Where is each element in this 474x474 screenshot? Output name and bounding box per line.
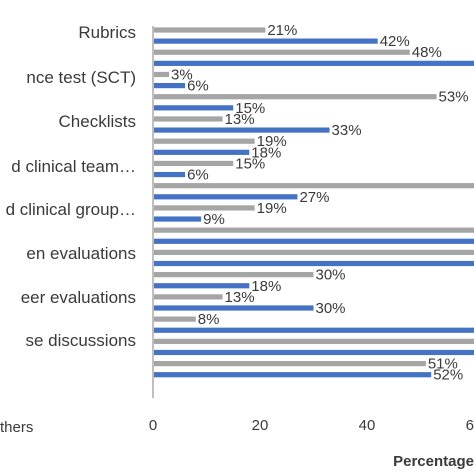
bar-10 — [153, 127, 330, 133]
data-label-5: 3% — [171, 66, 193, 83]
category-labels-layer: Rubrics nce test (SCT) Checklists d clinica… — [0, 23, 136, 436]
data-label-9: 13% — [225, 111, 255, 128]
data-label-13: 15% — [235, 155, 265, 172]
category-label-7: eer evaluations — [21, 288, 136, 307]
data-label-11: 19% — [257, 133, 287, 150]
data-label-8: 15% — [235, 100, 265, 117]
data-label-23: 30% — [316, 267, 346, 284]
bar-5 — [153, 71, 170, 78]
bar-2 — [153, 38, 378, 44]
bar-17 — [153, 205, 255, 211]
category-label-6: en evaluations — [26, 244, 136, 263]
bar-14 — [153, 171, 186, 178]
bars-layer — [153, 27, 474, 378]
data-label-10: 33% — [332, 122, 362, 139]
bar-20 — [153, 238, 474, 244]
data-label-3: 48% — [412, 44, 442, 61]
tick-labels-layer: 0 20 40 60 — [149, 417, 474, 434]
bar-30 — [153, 349, 474, 356]
category-label-8: se discussions — [25, 331, 136, 350]
category-label-9: thers — [0, 419, 33, 436]
data-labels-layer: 21%42%48%3%6%53%15%13%33%19%18%15%6%27%1… — [171, 22, 469, 384]
bar-3 — [153, 49, 410, 55]
data-label-32: 52% — [433, 367, 463, 384]
bar-11 — [153, 138, 255, 144]
bar-25 — [153, 294, 223, 300]
data-label-1: 21% — [267, 22, 297, 39]
bar-21 — [153, 249, 474, 255]
x-tick-label-20: 20 — [252, 417, 269, 434]
data-label-7: 53% — [439, 89, 469, 106]
bar-8 — [153, 105, 234, 111]
data-label-17: 19% — [257, 200, 287, 217]
data-label-12: 18% — [251, 144, 281, 161]
data-label-6: 6% — [187, 78, 209, 95]
bar-26 — [153, 305, 314, 311]
data-label-24: 18% — [251, 278, 281, 295]
data-label-14: 6% — [187, 167, 209, 184]
category-label-3: Checklists — [59, 112, 136, 131]
x-tick-label-40: 40 — [359, 417, 376, 434]
bar-28 — [153, 327, 474, 333]
data-label-18: 9% — [203, 211, 225, 228]
x-tick-label-0: 0 — [149, 417, 157, 434]
category-label-4: d clinical team… — [11, 157, 136, 176]
x-axis-title: Percentage — [393, 453, 474, 470]
bar-15 — [153, 183, 474, 189]
bar-24 — [153, 283, 250, 289]
bar-9 — [153, 116, 223, 122]
bar-16 — [153, 194, 298, 200]
bar-19 — [153, 227, 474, 233]
data-label-2: 42% — [380, 33, 410, 50]
bar-29 — [153, 338, 474, 344]
bar-18 — [153, 216, 202, 222]
data-label-27: 8% — [198, 311, 220, 328]
bar-6 — [153, 83, 186, 89]
bar-23 — [153, 272, 314, 278]
bar-13 — [153, 160, 234, 167]
bar-27 — [153, 316, 196, 322]
data-label-25: 13% — [225, 289, 255, 306]
bar-4 — [153, 60, 474, 66]
bar-22 — [153, 260, 474, 267]
bar-32 — [153, 372, 432, 378]
bar-7 — [153, 94, 437, 100]
bar-1 — [153, 27, 266, 33]
data-label-31: 51% — [428, 356, 458, 373]
category-label-5: d clinical group… — [6, 200, 136, 219]
category-label-2: nce test (SCT) — [26, 68, 136, 87]
bar-31 — [153, 361, 426, 367]
category-label-1: Rubrics — [78, 23, 136, 42]
x-tick-label-60: 60 — [466, 417, 474, 434]
data-label-16: 27% — [299, 189, 329, 206]
bar-12 — [153, 149, 250, 155]
data-label-26: 30% — [316, 300, 346, 317]
